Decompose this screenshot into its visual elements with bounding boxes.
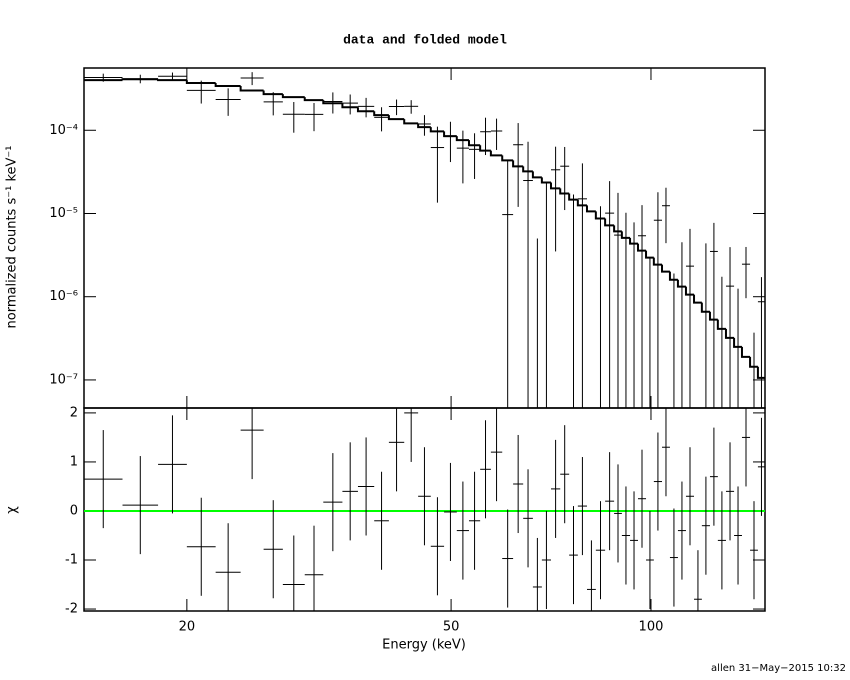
model-step bbox=[185, 80, 216, 84]
model-step bbox=[733, 337, 742, 348]
model-step bbox=[576, 199, 587, 207]
model-step bbox=[341, 103, 358, 109]
x-tick-label: 50 bbox=[443, 620, 460, 635]
model-step bbox=[585, 205, 596, 213]
model-step bbox=[512, 160, 524, 168]
model-step bbox=[373, 111, 389, 117]
model-step bbox=[676, 279, 686, 288]
model-step bbox=[594, 211, 606, 220]
model-step bbox=[281, 94, 305, 99]
model-step bbox=[467, 140, 481, 147]
model-step bbox=[716, 319, 726, 330]
model-step bbox=[724, 328, 735, 339]
model-step bbox=[387, 115, 405, 121]
y-tick-label: 10⁻⁷ bbox=[49, 372, 78, 387]
model-step bbox=[645, 250, 654, 259]
model-step bbox=[661, 264, 670, 273]
y-tick-label: 10⁻⁶ bbox=[49, 289, 78, 304]
model-step bbox=[693, 294, 702, 304]
model-step bbox=[417, 123, 431, 129]
model-step bbox=[443, 131, 457, 138]
model-step bbox=[549, 182, 561, 190]
y-tick-label: -2 bbox=[65, 602, 78, 617]
model-step bbox=[214, 82, 241, 88]
x-tick-label: 20 bbox=[179, 620, 196, 635]
y-axis-label: χ bbox=[5, 506, 20, 514]
model-step bbox=[568, 193, 578, 201]
model-step bbox=[756, 366, 765, 379]
y-tick-label: 10⁻⁴ bbox=[49, 123, 78, 138]
model-step bbox=[684, 286, 695, 296]
plot-frame bbox=[83, 407, 766, 612]
model-step bbox=[356, 107, 375, 113]
model-step bbox=[262, 90, 283, 96]
x-tick-label: 100 bbox=[639, 620, 664, 635]
model-step bbox=[629, 237, 638, 245]
model-step bbox=[668, 271, 678, 281]
model-step bbox=[620, 231, 631, 239]
model-step bbox=[652, 257, 663, 266]
model-step bbox=[239, 86, 264, 92]
model-step bbox=[455, 136, 469, 142]
y-axis-label: normalized counts s⁻¹ keV⁻¹ bbox=[5, 146, 20, 329]
model-step bbox=[700, 302, 710, 313]
chart-title: data and folded model bbox=[343, 32, 507, 47]
y-tick-label: 1 bbox=[70, 454, 78, 469]
model-step bbox=[636, 243, 647, 252]
model-step bbox=[522, 166, 533, 173]
model-step bbox=[303, 97, 324, 102]
model-step bbox=[540, 177, 551, 184]
model-step bbox=[157, 79, 187, 82]
y-tick-label: 2 bbox=[70, 405, 78, 420]
model-step bbox=[559, 188, 570, 195]
model-step bbox=[429, 127, 445, 133]
y-tick-label: -1 bbox=[65, 553, 78, 568]
model-step bbox=[604, 218, 615, 227]
model-step bbox=[489, 150, 503, 157]
model-step bbox=[740, 346, 751, 358]
model-step bbox=[708, 311, 718, 321]
model-step bbox=[322, 100, 343, 105]
x-axis-label: Energy (keV) bbox=[382, 638, 466, 653]
y-tick-label: 10⁻⁵ bbox=[49, 206, 78, 221]
model-step bbox=[613, 225, 622, 233]
model-step bbox=[501, 155, 514, 162]
y-tick-label: 0 bbox=[70, 503, 78, 518]
model-step bbox=[479, 145, 491, 152]
model-step bbox=[531, 171, 542, 179]
model-step bbox=[403, 119, 419, 125]
footer: allen 31−May−2015 10:32 bbox=[711, 663, 846, 674]
model-step bbox=[749, 356, 758, 368]
model-step bbox=[121, 78, 159, 81]
